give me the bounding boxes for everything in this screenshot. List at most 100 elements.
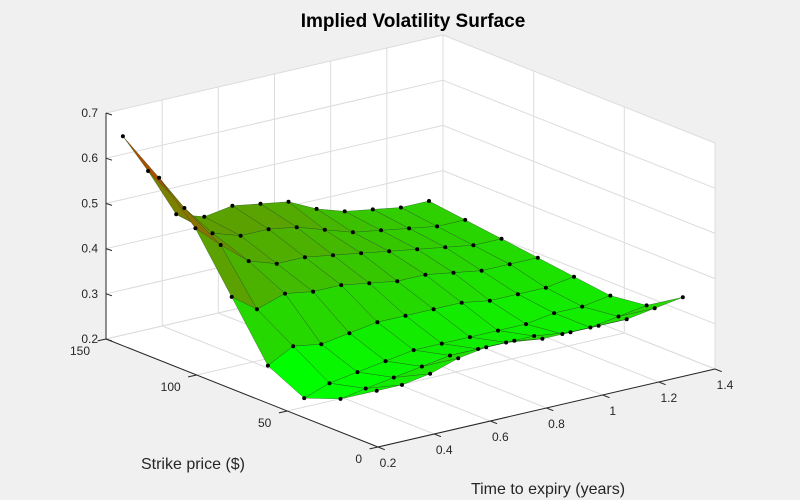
data-point [327, 381, 332, 386]
y-tick-mark [278, 410, 288, 414]
data-point [680, 295, 685, 300]
z-tick-label: 0.4 [81, 242, 98, 256]
data-point [459, 300, 464, 305]
data-point [535, 255, 540, 260]
data-point [379, 228, 383, 233]
x-tick-mark [714, 368, 722, 373]
data-point [342, 209, 347, 214]
data-point [331, 253, 335, 258]
data-point [347, 331, 352, 336]
z-tick-mark [105, 248, 113, 252]
data-point [616, 314, 621, 319]
data-point [193, 226, 198, 231]
data-point [624, 317, 629, 322]
data-point [266, 227, 271, 232]
grid-line-z-back [105, 79, 444, 159]
data-point [448, 353, 452, 358]
data-point [174, 212, 179, 217]
data-point [471, 243, 476, 248]
data-point [487, 298, 492, 303]
tick-labels: 0.20.40.60.811.21.40501001500.20.30.40.5… [70, 106, 734, 470]
x-tick-mark [490, 420, 498, 425]
data-point [274, 261, 279, 266]
data-point [339, 283, 344, 288]
data-point [350, 230, 355, 235]
data-point [302, 396, 307, 401]
data-point [644, 303, 649, 308]
x-axis-label: Time to expiry (years) [471, 481, 625, 498]
y-tick-mark [369, 446, 379, 450]
data-point [552, 311, 557, 316]
x-tick-label: 1.4 [717, 378, 734, 392]
data-point [322, 227, 327, 232]
data-point [608, 293, 613, 298]
x-tick-label: 0.8 [548, 417, 565, 431]
data-point [423, 272, 428, 277]
data-point [395, 279, 400, 284]
data-point [202, 214, 207, 219]
grid-line-z-side [442, 170, 716, 280]
data-point [572, 274, 576, 279]
data-point [524, 322, 528, 327]
data-point [367, 281, 372, 286]
x-tick-label: 0.6 [492, 430, 509, 444]
z-tick-label: 0.7 [81, 106, 98, 120]
data-point [504, 340, 509, 345]
z-tick-label: 0.2 [81, 332, 98, 346]
x-tick-mark [658, 381, 666, 386]
data-point [363, 386, 368, 391]
data-point [543, 285, 548, 290]
data-point [391, 375, 396, 380]
data-point [265, 363, 270, 368]
y-tick-label: 100 [161, 380, 181, 394]
z-tick-mark [105, 293, 113, 297]
data-point [499, 236, 504, 241]
data-point [230, 203, 235, 208]
data-points [120, 134, 685, 401]
data-point [588, 325, 593, 330]
data-point [398, 205, 403, 210]
z-tick-mark [105, 338, 113, 342]
data-point [387, 249, 392, 254]
data-point [359, 251, 364, 256]
x-tick-label: 0.4 [436, 443, 453, 457]
data-point [507, 262, 512, 267]
data-point [411, 348, 416, 353]
data-point [120, 134, 125, 139]
y-tick-mark [188, 374, 197, 378]
data-point [515, 292, 520, 297]
data-point [479, 268, 484, 273]
data-point [258, 201, 263, 206]
data-point [182, 206, 187, 210]
x-tick-mark [602, 394, 610, 399]
data-point [246, 259, 251, 264]
y-axis-line [105, 338, 379, 448]
data-point [338, 396, 343, 401]
z-tick-mark [105, 157, 113, 161]
y-axis-label: Strike price ($) [141, 456, 245, 473]
data-point [319, 342, 324, 347]
data-point [568, 330, 573, 335]
data-point [311, 289, 316, 294]
data-point [400, 382, 404, 387]
grid-line-z-side [442, 34, 716, 144]
data-point [286, 199, 291, 204]
data-point [355, 370, 360, 375]
data-point [302, 255, 307, 260]
data-point [229, 294, 234, 299]
data-point [210, 231, 215, 236]
data-point [403, 313, 408, 318]
data-point [407, 226, 412, 231]
x-tick-mark [377, 446, 385, 451]
data-point [476, 347, 481, 351]
data-point [427, 199, 431, 203]
z-tick-label: 0.3 [81, 287, 98, 301]
grid-line-z-back [105, 34, 444, 114]
data-point [652, 306, 657, 311]
data-point [283, 291, 287, 296]
data-point [596, 323, 601, 328]
z-tick-mark [105, 112, 113, 116]
chart-title: Implied Volatility Surface [301, 11, 526, 32]
y-tick-label: 50 [258, 416, 272, 430]
